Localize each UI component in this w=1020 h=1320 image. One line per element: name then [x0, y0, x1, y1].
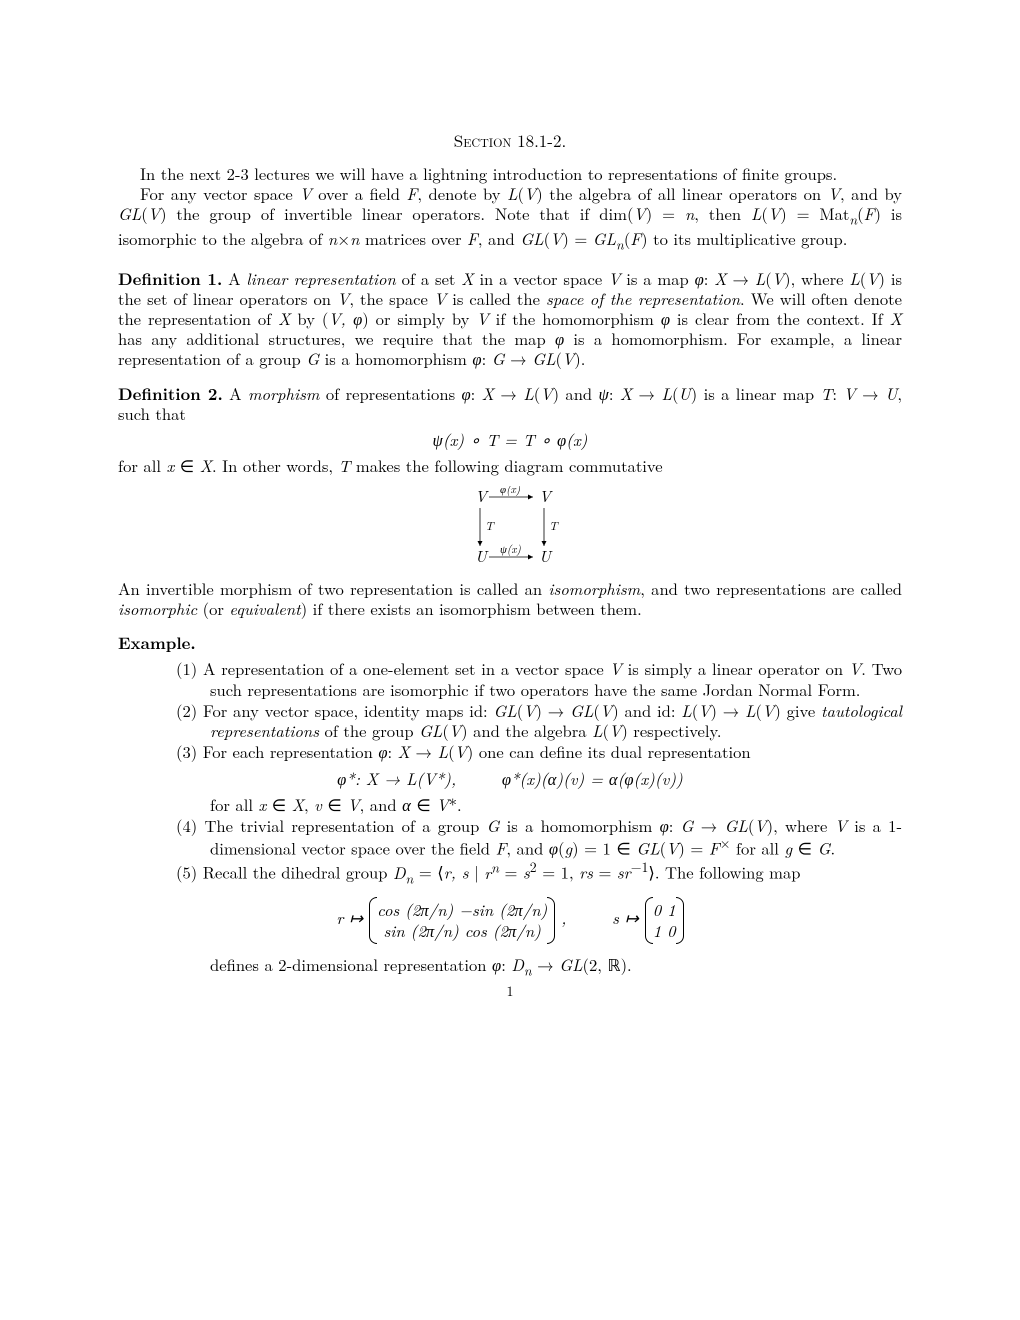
- def2-label: Definition 2.: [118, 381, 223, 405]
- example-list-end: defines a 2-dimensional representation φ…: [118, 954, 902, 979]
- def2-eq: ψ(x) ∘ T = T ∘ φ(x): [118, 429, 902, 449]
- example-list: (1) A representation of a one-element se…: [118, 658, 902, 761]
- svg-text:φ(x): φ(x): [500, 486, 521, 497]
- commutative-diagram: V V U U φ(x) ψ(x) T T: [118, 486, 902, 568]
- page-number: 1: [118, 983, 902, 1000]
- definition-2-a: Definition 2. A morphism of representati…: [118, 383, 902, 423]
- dual-after: for all x ∈ X, v ∈ V, and α ∈ V*.: [176, 794, 902, 814]
- example-list-cont: for all x ∈ X, v ∈ V, and α ∈ V*. (4) Th…: [118, 794, 902, 887]
- intro-p2: For any vector space V over a field F, d…: [118, 183, 902, 254]
- dual-eq: φ*: X → L(V*), φ*(x)(α)(v) = α(φ(x)(v)): [118, 768, 902, 788]
- definition-1: Definition 1. A linear representation of…: [118, 268, 902, 369]
- dihedral-matrix-eq: r ↦ cos (2π/n) −sin (2π/n) sin (2π/n) co…: [118, 897, 902, 944]
- svg-text:V: V: [539, 486, 553, 507]
- example-label: Example.: [118, 632, 902, 652]
- matrix-r: cos (2π/n) −sin (2π/n) sin (2π/n) cos (2…: [369, 897, 555, 944]
- definition-2-c: An invertible morphism of two representa…: [118, 578, 902, 618]
- dihedral-after: defines a 2-dimensional representation φ…: [176, 954, 902, 979]
- example-item-1: (1) A representation of a one-element se…: [176, 658, 902, 698]
- svg-text:V: V: [475, 486, 489, 507]
- example-item-4: (4) The trivial representation of a grou…: [176, 815, 902, 858]
- svg-text:U: U: [475, 544, 489, 567]
- example-item-2: (2) For any vector space, identity maps …: [176, 700, 902, 740]
- svg-text:U: U: [539, 544, 553, 567]
- diagram-svg: V V U U φ(x) ψ(x) T T: [455, 486, 565, 568]
- svg-text:ψ(x): ψ(x): [500, 542, 521, 557]
- def1-label: Definition 1.: [118, 266, 222, 290]
- section-title: Section 18.1-2.: [118, 130, 902, 151]
- example-item-5: (5) Recall the dihedral group Dn = ⟨r, s…: [176, 859, 902, 887]
- svg-text:T: T: [485, 517, 495, 534]
- intro-p1: In the next 2-3 lectures we will have a …: [118, 163, 902, 183]
- page: Section 18.1-2. In the next 2-3 lectures…: [0, 0, 1020, 1320]
- definition-2-b: for all x ∈ X. In other words, T makes t…: [118, 455, 902, 475]
- svg-text:T: T: [549, 517, 559, 534]
- matrix-s: 0 1 1 0: [645, 897, 684, 944]
- example-item-3: (3) For each representation φ: X → L(V) …: [176, 741, 902, 761]
